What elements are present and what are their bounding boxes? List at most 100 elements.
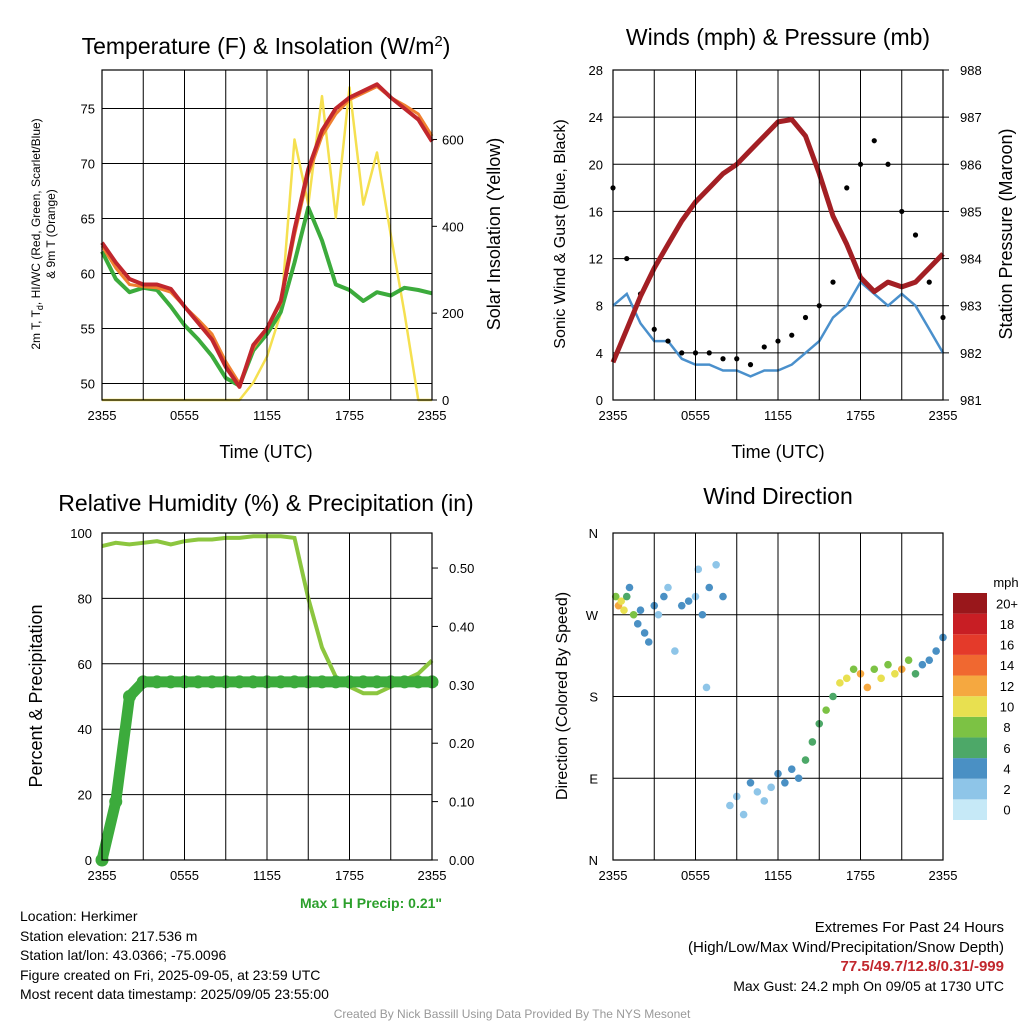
direction-xtick-label: 2355: [599, 868, 628, 883]
direction-point: [891, 669, 899, 678]
precip-point: [164, 675, 178, 689]
rh-frame: [101, 532, 433, 861]
temp-xtick-label: 1155: [253, 408, 281, 423]
extremes-subtitle: (High/Low/Max Wind/Precipitation/Snow De…: [688, 938, 1004, 956]
direction-point: [781, 778, 789, 787]
colorbar-swatch: [953, 716, 987, 738]
direction-panel: Wind Direction Direction (Colored By Spe…: [554, 483, 1019, 883]
pressure-ytick-label: 985: [960, 204, 982, 219]
recent-text: Most recent data timestamp: 2025/09/05 2…: [20, 986, 329, 1003]
precip-point: [150, 675, 164, 689]
rh-ytick-label: 20: [78, 788, 92, 803]
winds-xtick-label: 1155: [764, 408, 792, 423]
latlon-text: Station lat/lon: 43.0366; -75.0096: [20, 947, 227, 964]
direction-point: [644, 638, 653, 646]
temperature-panel: Temperature (F) & Insolation (W/m2) 2m T…: [29, 33, 504, 462]
rh-xtick-label: 1755: [335, 868, 364, 883]
colorbar-label: 0: [1003, 803, 1010, 818]
precip-point: [356, 675, 370, 689]
elevation-text: Station elevation: 217.536 m: [20, 927, 198, 944]
temperature-xlabel: Time (UTC): [219, 442, 312, 462]
colorbar-label: 10: [1000, 700, 1014, 715]
direction-point: [787, 765, 796, 773]
direction-point: [794, 774, 803, 783]
temp-xtick-label: 1755: [335, 408, 364, 423]
temperature-ylabel-left-line1: 2m T, Td, HI/WC (Red, Green, Scarlet/Blu…: [29, 118, 45, 349]
winds-ytick-label: 12: [589, 252, 603, 267]
winds-ytick-label: 8: [596, 299, 603, 314]
direction-point: [684, 597, 693, 605]
gust-point: [912, 232, 919, 238]
precip-point: [191, 675, 205, 689]
rh-xtick-label: 0555: [170, 868, 199, 883]
colorbar-label: 20+: [996, 596, 1018, 611]
colorbar-label: 6: [1003, 741, 1010, 756]
colorbar-label: 16: [1000, 638, 1014, 653]
direction-point: [863, 683, 872, 692]
direction-point: [660, 592, 668, 601]
pressure-ytick-label: 982: [960, 346, 982, 361]
winds-title: Winds (mph) & Pressure (mb): [626, 24, 930, 50]
direction-point: [664, 583, 672, 592]
colorbar-label: 18: [1000, 617, 1014, 632]
temp-ytick-label: 60: [81, 267, 95, 282]
max-gust-text: Max Gust: 24.2 mph On 09/05 at 1730 UTC: [733, 977, 1004, 994]
winds-frame: [612, 69, 944, 401]
direction-point: [884, 660, 892, 669]
gust-point: [679, 350, 685, 356]
gust-point: [926, 279, 932, 285]
direction-point: [671, 647, 679, 655]
temp-ytick-label: 55: [81, 322, 95, 337]
direction-ytick-label: S: [589, 690, 598, 705]
gust-point: [789, 332, 795, 338]
direction-point: [918, 660, 927, 669]
precip-point: [329, 675, 343, 689]
direction-point: [611, 592, 620, 601]
direction-ytick-label: W: [586, 608, 599, 623]
rh-ytick-label: 40: [78, 722, 92, 737]
precip-point: [109, 795, 123, 809]
direction-point: [829, 692, 837, 701]
insolation-ytick-label: 0: [442, 393, 449, 408]
colorbar-label: 14: [1000, 658, 1014, 673]
humidity-plot: 0 20 40 60 80 100 0.00 0.10 0.20 0.30 0.40 0.50 2355…: [70, 526, 474, 883]
direction-ytick-label: E: [589, 771, 598, 786]
insolation-ytick-label: 400: [442, 219, 464, 234]
colorbar-swatch: [953, 613, 987, 635]
colorbar-swatch: [953, 737, 987, 759]
direction-ylabel-left: Direction (Colored By Speed): [554, 592, 571, 800]
pressure-ytick-label: 987: [960, 110, 982, 125]
direction-point: [801, 756, 810, 764]
winds-ylabel-right: Station Pressure (Maroon): [996, 128, 1016, 339]
precip-point: [315, 675, 329, 689]
gust-point: [885, 161, 891, 167]
winds-xtick-label: 0555: [681, 408, 710, 423]
winds-xlabel: Time (UTC): [731, 442, 824, 462]
colorbar-label: 4: [1003, 761, 1010, 776]
direction-point: [849, 665, 858, 674]
direction-point: [705, 583, 714, 592]
direction-point: [753, 788, 762, 796]
precip-ytick-label: 0.20: [449, 736, 474, 751]
extremes-title: Extremes For Past 24 Hours: [814, 919, 1004, 936]
direction-point: [617, 597, 626, 605]
colorbar-swatch: [953, 634, 987, 655]
colorbar-swatch: [953, 758, 987, 779]
colorbar-label: 8: [1003, 720, 1010, 735]
colorbar-label: 12: [1000, 679, 1014, 694]
location-text: Location: Herkimer: [20, 908, 138, 924]
direction-point: [904, 656, 913, 664]
pressure-ytick-label: 981: [960, 393, 982, 408]
precip-point: [398, 675, 411, 689]
gust-point: [747, 362, 754, 368]
direction-point: [698, 610, 707, 619]
direction-point: [633, 620, 642, 628]
colorbar-swatch: [953, 654, 987, 676]
pressure-ytick-label: 986: [960, 157, 982, 172]
direction-point: [726, 801, 734, 810]
colorbar-swatch: [953, 696, 987, 717]
gust-point: [706, 350, 712, 356]
direction-point: [822, 706, 830, 714]
